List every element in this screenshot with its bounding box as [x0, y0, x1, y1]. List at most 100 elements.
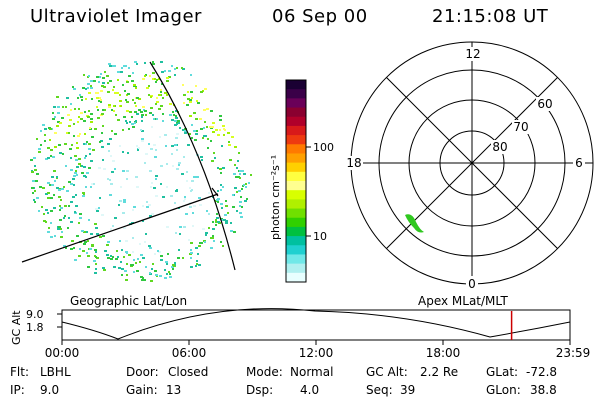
aurora-pixel	[149, 170, 152, 172]
aurora-pixel	[170, 195, 173, 197]
aurora-pixel	[117, 119, 120, 121]
aurora-pixel	[76, 147, 79, 149]
aurora-pixel	[123, 199, 126, 201]
aurora-pixel	[78, 163, 81, 165]
aurora-pixel	[126, 170, 129, 172]
aurora-pixel	[133, 84, 136, 86]
aurora-pixel	[215, 129, 218, 131]
aurora-pixel	[142, 205, 144, 207]
aurora-pixel	[160, 183, 162, 185]
aurora-pixel	[103, 86, 106, 88]
aurora-pixel	[198, 245, 201, 247]
aurora-pixel	[73, 175, 76, 177]
aurora-pixel	[75, 170, 77, 172]
aurora-pixel	[248, 182, 250, 184]
aurora-pixel	[109, 138, 112, 140]
aurora-pixel	[40, 130, 42, 132]
aurora-pixel	[241, 188, 243, 190]
aurora-pixel	[54, 146, 57, 148]
aurora-pixel	[190, 266, 193, 268]
aurora-pixel	[208, 213, 210, 215]
observation-date: 06 Sep 00	[272, 6, 368, 27]
aurora-pixel	[113, 105, 115, 107]
label-bg-6	[573, 156, 585, 170]
aurora-pixel	[194, 139, 197, 141]
aurora-pixel	[138, 98, 141, 100]
aurora-pixel	[70, 201, 73, 203]
aurora-pixel	[80, 96, 83, 98]
aurora-pixel	[189, 206, 192, 208]
aurora-pixel	[203, 127, 205, 129]
aurora-pixel	[120, 71, 123, 73]
aurora-pixel	[53, 207, 56, 209]
aurora-pixel	[217, 190, 219, 192]
aurora-pixel	[109, 194, 112, 196]
aurora-pixel	[79, 217, 82, 219]
colorbar-cell	[286, 116, 306, 127]
aurora-pixel	[146, 87, 149, 89]
aurora-pixel	[183, 102, 185, 104]
aurora-pixel	[219, 119, 222, 121]
aurora-pixel	[210, 247, 213, 249]
aurora-pixel	[203, 109, 206, 111]
aurora-pixel	[155, 103, 157, 105]
aurora-pixel	[155, 175, 158, 177]
aurora-pixel	[151, 213, 154, 215]
aurora-pixel	[186, 171, 188, 173]
aurora-pixel	[95, 263, 97, 265]
aurora-pixel	[96, 210, 99, 212]
mlt-label-0: 0	[468, 277, 476, 291]
aurora-pixel	[44, 140, 46, 142]
aurora-pixel	[227, 212, 229, 214]
aurora-pixel	[73, 247, 75, 249]
aurora-pixel	[215, 219, 217, 221]
aurora-pixel	[183, 94, 186, 96]
aurora-pixel	[138, 147, 140, 149]
aurora-pixel	[222, 186, 224, 188]
info-seq-value: 39	[400, 383, 415, 397]
aurora-pixel	[47, 147, 50, 149]
colorbar-cell	[286, 135, 306, 145]
aurora-pixel	[127, 152, 129, 154]
aurora-pixel	[202, 137, 204, 139]
aurora-pixel	[119, 200, 122, 202]
aurora-pixel	[136, 186, 139, 188]
aurora-pixel	[222, 125, 225, 127]
aurora-pixel	[101, 113, 104, 115]
aurora-pixel	[88, 143, 91, 145]
timeline-right-label: Apex MLat/MLT	[418, 294, 508, 308]
aurora-pixel	[84, 111, 86, 113]
aurora-pixel	[182, 68, 185, 70]
aurora-pixel	[236, 191, 238, 193]
aurora-pixel	[78, 108, 80, 110]
aurora-pixel	[191, 137, 193, 139]
info-gcalt-value: 2.2 Re	[420, 365, 458, 379]
aurora-pixel	[104, 250, 107, 252]
aurora-pixel	[107, 82, 109, 84]
aurora-pixel	[74, 155, 77, 157]
aurora-pixel	[76, 235, 79, 237]
aurora-pixel	[141, 114, 144, 116]
aurora-pixel	[81, 165, 83, 167]
aurora-pixel	[205, 234, 207, 236]
aurora-pixel	[200, 91, 203, 93]
aurora-pixel	[227, 132, 230, 134]
aurora-pixel	[60, 228, 62, 230]
uv-image-panel	[21, 61, 252, 282]
aurora-pixel	[94, 249, 97, 251]
aurora-pixel	[239, 173, 241, 175]
aurora-pixel	[166, 186, 168, 188]
aurora-pixel	[48, 227, 50, 229]
aurora-pixel	[175, 115, 177, 117]
aurora-pixel	[47, 197, 50, 199]
aurora-pixel	[140, 276, 143, 278]
aurora-pixel	[72, 196, 75, 198]
aurora-pixel	[133, 206, 136, 208]
aurora-pixel	[132, 126, 135, 128]
aurora-pixel	[164, 134, 167, 136]
aurora-pixel	[190, 74, 192, 76]
colorbar-cell	[286, 107, 306, 118]
aurora-pixel	[239, 201, 242, 203]
aurora-pixel	[211, 160, 214, 162]
aurora-pixel	[77, 135, 80, 137]
